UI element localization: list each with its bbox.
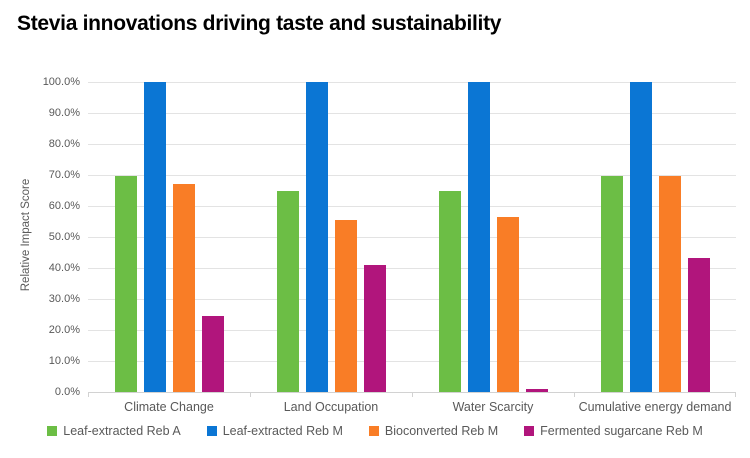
legend-label: Fermented sugarcane Reb M bbox=[540, 424, 703, 438]
bar-group bbox=[250, 82, 412, 392]
y-axis-tick-label: 30.0% bbox=[48, 293, 80, 305]
legend-color-swatch bbox=[206, 426, 217, 436]
bar bbox=[438, 190, 461, 392]
category-label: Water Scarcity bbox=[452, 400, 534, 414]
bar bbox=[276, 190, 299, 392]
legend-label: Leaf-extracted Reb A bbox=[63, 424, 181, 438]
y-axis-tick-label: 70.0% bbox=[48, 169, 80, 181]
x-axis-tick bbox=[574, 392, 575, 397]
bar bbox=[172, 184, 195, 392]
gridline bbox=[88, 175, 736, 176]
legend-color-swatch bbox=[524, 426, 535, 436]
chart-title: Stevia innovations driving taste and sus… bbox=[17, 12, 502, 35]
bar bbox=[114, 175, 137, 392]
y-axis-tick-label: 60.0% bbox=[48, 200, 80, 212]
bar-group bbox=[412, 82, 574, 392]
bar bbox=[496, 216, 519, 392]
y-axis-tick-label: 20.0% bbox=[48, 324, 80, 336]
x-axis-tick bbox=[412, 392, 413, 397]
y-axis-tick-label: 40.0% bbox=[48, 262, 80, 274]
gridline bbox=[88, 144, 736, 145]
bar bbox=[143, 82, 166, 392]
gridline bbox=[88, 299, 736, 300]
bar bbox=[201, 315, 224, 392]
x-axis-tick bbox=[250, 392, 251, 397]
y-axis-tick-label: 0.0% bbox=[54, 386, 80, 398]
category-label: Climate Change bbox=[124, 400, 214, 414]
legend: Leaf-extracted Reb A Leaf-extracted Reb M… bbox=[0, 424, 750, 438]
bar-group bbox=[88, 82, 250, 392]
bar-group bbox=[574, 82, 736, 392]
legend-color-swatch bbox=[368, 426, 379, 436]
y-axis-tick-label: 90.0% bbox=[48, 107, 80, 119]
legend-item: Fermented sugarcane Reb M bbox=[524, 424, 703, 438]
legend-label: Bioconverted Reb M bbox=[384, 424, 499, 438]
bar bbox=[525, 388, 548, 392]
gridline bbox=[88, 330, 736, 331]
legend-item: Leaf-extracted Reb A bbox=[47, 424, 181, 438]
y-axis-tick-label: 50.0% bbox=[48, 231, 80, 243]
bar bbox=[467, 82, 490, 392]
plot-area: 0.0% 10.0% 20.0% 30.0% 40.0% 50.0% 60.0% 70.0% 8… bbox=[43, 76, 736, 414]
x-axis-tick bbox=[88, 392, 89, 397]
bar bbox=[629, 82, 652, 392]
y-axis-tick-label: 10.0% bbox=[48, 355, 80, 367]
y-axis-tick-label: 80.0% bbox=[48, 138, 80, 150]
gridline bbox=[88, 82, 736, 83]
category-label: Cumulative energy demand bbox=[578, 400, 732, 414]
gridline bbox=[88, 361, 736, 362]
bar bbox=[363, 264, 386, 392]
x-axis-tick bbox=[735, 392, 736, 397]
y-axis-tick-label: 100.0% bbox=[42, 76, 80, 88]
bar bbox=[600, 175, 623, 392]
bar bbox=[687, 258, 710, 392]
legend-item: Leaf-extracted Reb M bbox=[206, 424, 343, 438]
gridline bbox=[88, 206, 736, 207]
bar bbox=[658, 175, 681, 392]
legend-item: Bioconverted Reb M bbox=[368, 424, 499, 438]
category-label: Land Occupation bbox=[283, 400, 379, 414]
gridline bbox=[88, 113, 736, 114]
legend-color-swatch bbox=[47, 426, 58, 436]
gridline bbox=[88, 268, 736, 269]
bar bbox=[334, 219, 357, 392]
bar bbox=[305, 82, 328, 392]
legend-label: Leaf-extracted Reb M bbox=[222, 424, 343, 438]
gridline bbox=[88, 237, 736, 238]
